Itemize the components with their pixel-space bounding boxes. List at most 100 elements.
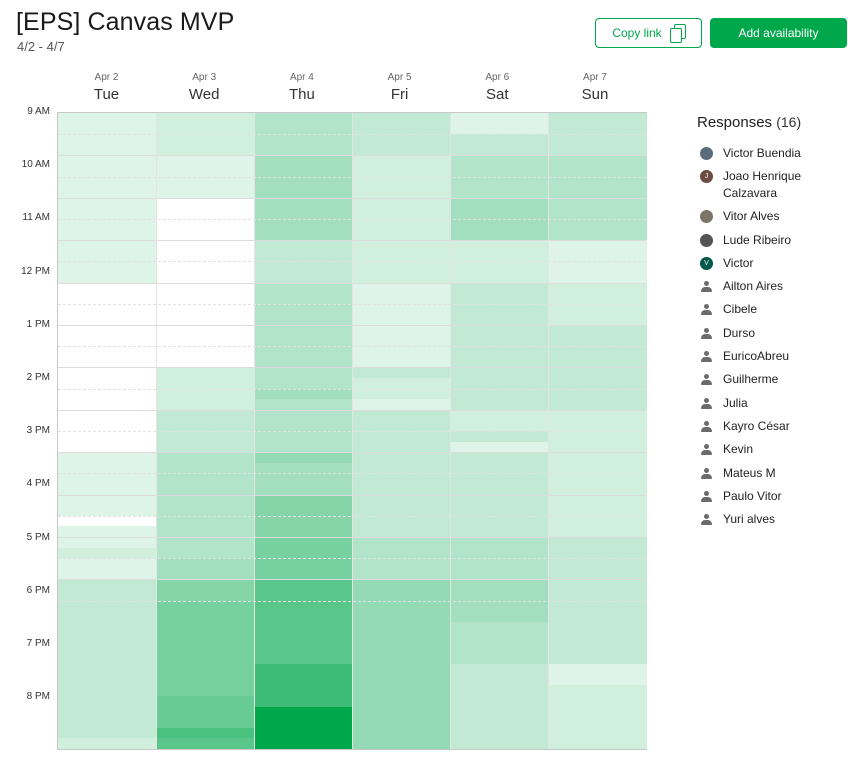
time-slot-cell[interactable] bbox=[548, 696, 647, 708]
time-slot-cell[interactable] bbox=[450, 632, 549, 644]
time-slot-cell[interactable] bbox=[254, 452, 353, 464]
time-slot-cell[interactable] bbox=[58, 696, 157, 708]
time-slot-cell[interactable] bbox=[548, 197, 647, 209]
time-slot-cell[interactable] bbox=[352, 717, 451, 729]
time-slot-cell[interactable] bbox=[548, 282, 647, 294]
time-slot-cell[interactable] bbox=[58, 706, 157, 718]
time-slot-cell[interactable] bbox=[156, 197, 255, 209]
time-slot-cell[interactable] bbox=[450, 590, 549, 602]
time-slot-cell[interactable] bbox=[156, 600, 255, 612]
time-slot-cell[interactable] bbox=[156, 134, 255, 146]
time-slot-cell[interactable] bbox=[156, 494, 255, 506]
time-slot-cell[interactable] bbox=[58, 303, 157, 315]
time-slot-cell[interactable] bbox=[254, 325, 353, 337]
time-slot-cell[interactable] bbox=[352, 197, 451, 209]
time-slot-cell[interactable] bbox=[156, 611, 255, 623]
time-slot-cell[interactable] bbox=[254, 696, 353, 708]
time-slot-cell[interactable] bbox=[156, 706, 255, 718]
time-slot-cell[interactable] bbox=[58, 261, 157, 273]
time-slot-cell[interactable] bbox=[450, 356, 549, 368]
time-slot-cell[interactable] bbox=[58, 515, 157, 527]
time-slot-cell[interactable] bbox=[58, 558, 157, 570]
time-slot-cell[interactable] bbox=[156, 240, 255, 252]
time-slot-cell[interactable] bbox=[58, 484, 157, 496]
time-slot-cell[interactable] bbox=[352, 272, 451, 284]
time-slot-cell[interactable] bbox=[156, 155, 255, 167]
time-slot-cell[interactable] bbox=[58, 208, 157, 220]
time-slot-cell[interactable] bbox=[548, 441, 647, 453]
time-slot-cell[interactable] bbox=[548, 240, 647, 252]
time-slot-cell[interactable] bbox=[254, 134, 353, 146]
time-slot-cell[interactable] bbox=[450, 717, 549, 729]
time-slot-cell[interactable] bbox=[352, 134, 451, 146]
time-slot-cell[interactable] bbox=[352, 303, 451, 315]
time-slot-cell[interactable] bbox=[156, 431, 255, 443]
time-slot-cell[interactable] bbox=[548, 293, 647, 305]
time-slot-cell[interactable] bbox=[352, 653, 451, 665]
time-slot-cell[interactable] bbox=[352, 123, 451, 135]
time-slot-cell[interactable] bbox=[548, 717, 647, 729]
time-slot-cell[interactable] bbox=[548, 144, 647, 156]
time-slot-cell[interactable] bbox=[156, 473, 255, 485]
time-slot-cell[interactable] bbox=[352, 378, 451, 390]
time-slot-cell[interactable] bbox=[156, 568, 255, 580]
time-slot-cell[interactable] bbox=[156, 409, 255, 421]
time-slot-cell[interactable] bbox=[352, 144, 451, 156]
time-slot-cell[interactable] bbox=[156, 526, 255, 538]
time-slot-cell[interactable] bbox=[352, 431, 451, 443]
time-slot-cell[interactable] bbox=[254, 653, 353, 665]
time-slot-cell[interactable] bbox=[58, 335, 157, 347]
time-slot-cell[interactable] bbox=[450, 113, 549, 125]
time-slot-cell[interactable] bbox=[58, 367, 157, 379]
time-slot-cell[interactable] bbox=[450, 166, 549, 178]
time-slot-cell[interactable] bbox=[156, 717, 255, 729]
time-slot-cell[interactable] bbox=[254, 600, 353, 612]
time-slot-cell[interactable] bbox=[450, 250, 549, 262]
time-slot-cell[interactable] bbox=[156, 738, 255, 750]
time-slot-cell[interactable] bbox=[156, 515, 255, 527]
time-slot-cell[interactable] bbox=[156, 261, 255, 273]
time-slot-cell[interactable] bbox=[254, 356, 353, 368]
time-slot-cell[interactable] bbox=[450, 653, 549, 665]
time-slot-cell[interactable] bbox=[156, 250, 255, 262]
time-slot-cell[interactable] bbox=[156, 685, 255, 697]
time-slot-cell[interactable] bbox=[58, 473, 157, 485]
time-slot-cell[interactable] bbox=[548, 420, 647, 432]
time-slot-cell[interactable] bbox=[352, 335, 451, 347]
time-slot-cell[interactable] bbox=[548, 579, 647, 591]
time-slot-cell[interactable] bbox=[352, 473, 451, 485]
time-slot-cell[interactable] bbox=[352, 293, 451, 305]
copy-link-button[interactable]: Copy link bbox=[595, 18, 702, 48]
time-slot-cell[interactable] bbox=[58, 166, 157, 178]
time-slot-cell[interactable] bbox=[254, 378, 353, 390]
time-slot-cell[interactable] bbox=[450, 229, 549, 241]
time-slot-cell[interactable] bbox=[254, 611, 353, 623]
time-slot-cell[interactable] bbox=[254, 505, 353, 517]
time-slot-cell[interactable] bbox=[58, 664, 157, 676]
time-slot-cell[interactable] bbox=[352, 685, 451, 697]
time-slot-cell[interactable] bbox=[156, 441, 255, 453]
time-slot-cell[interactable] bbox=[352, 250, 451, 262]
time-slot-cell[interactable] bbox=[58, 537, 157, 549]
time-slot-cell[interactable] bbox=[352, 452, 451, 464]
time-slot-cell[interactable] bbox=[352, 261, 451, 273]
time-slot-cell[interactable] bbox=[450, 335, 549, 347]
time-slot-cell[interactable] bbox=[352, 356, 451, 368]
time-slot-cell[interactable] bbox=[254, 261, 353, 273]
time-slot-cell[interactable] bbox=[548, 537, 647, 549]
time-slot-cell[interactable] bbox=[254, 303, 353, 315]
add-availability-button[interactable]: Add availability bbox=[710, 18, 847, 48]
time-slot-cell[interactable] bbox=[548, 452, 647, 464]
time-slot-cell[interactable] bbox=[548, 388, 647, 400]
time-slot-cell[interactable] bbox=[352, 674, 451, 686]
time-slot-cell[interactable] bbox=[450, 473, 549, 485]
time-slot-cell[interactable] bbox=[450, 494, 549, 506]
time-slot-cell[interactable] bbox=[156, 123, 255, 135]
time-slot-cell[interactable] bbox=[58, 653, 157, 665]
time-slot-cell[interactable] bbox=[450, 452, 549, 464]
time-slot-cell[interactable] bbox=[156, 537, 255, 549]
time-slot-cell[interactable] bbox=[58, 325, 157, 337]
time-slot-cell[interactable] bbox=[352, 176, 451, 188]
time-slot-cell[interactable] bbox=[254, 208, 353, 220]
time-slot-cell[interactable] bbox=[548, 505, 647, 517]
